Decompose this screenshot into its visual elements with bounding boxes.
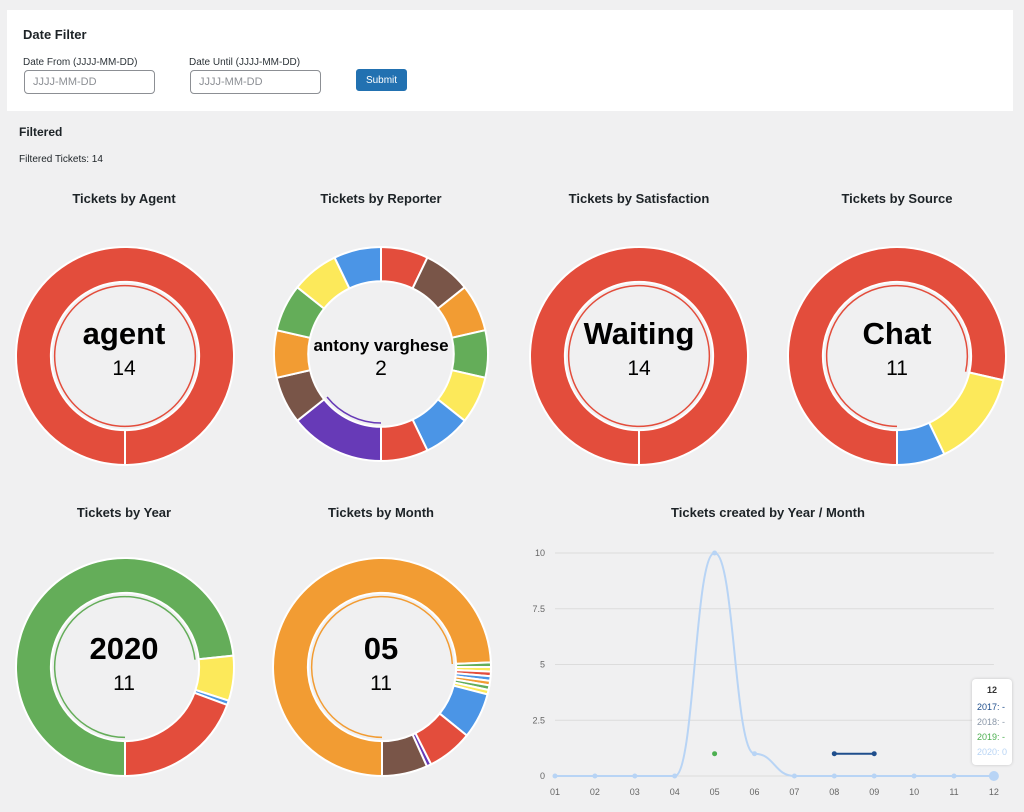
donut-slice-11[interactable] — [381, 733, 429, 778]
donut-slice-2[interactable] — [896, 421, 946, 467]
donut-slice-0[interactable] — [787, 246, 1007, 467]
tooltip-row-2017: 2017: - — [977, 702, 1006, 712]
year-center-label: 2020 — [89, 631, 159, 666]
x-tick-label: 11 — [949, 787, 958, 797]
source-center-count: 11 — [886, 357, 908, 380]
data-point-2020[interactable] — [951, 773, 957, 779]
donut-hover-ring — [825, 284, 969, 428]
data-point-2020[interactable] — [988, 771, 999, 781]
agent-center-label: agent — [82, 316, 166, 351]
donut-hover-ring — [53, 284, 197, 428]
donut-hover-ring — [310, 595, 454, 739]
filtered-tickets-count: Filtered Tickets: 14 — [19, 154, 103, 165]
chart-title-reporter: Tickets by Reporter — [320, 191, 442, 206]
source-donut-chart[interactable] — [787, 246, 1007, 467]
donut-hover-ring — [567, 284, 711, 428]
x-tick-label: 07 — [789, 787, 799, 797]
data-point-2020[interactable] — [831, 773, 837, 779]
data-point-2017[interactable] — [871, 751, 877, 757]
tooltip-row-2019: 2019: - — [977, 732, 1006, 742]
x-tick-label: 04 — [670, 787, 680, 797]
data-point-2020[interactable] — [592, 773, 598, 779]
chart-title-year: Tickets by Year — [76, 505, 172, 520]
chart-title-year-month: Tickets created by Year / Month — [671, 505, 865, 520]
y-tick-label: 0 — [540, 771, 545, 781]
x-tick-label: 03 — [630, 787, 640, 797]
data-point-2020[interactable] — [552, 773, 558, 779]
month-center-label: 05 — [363, 631, 399, 666]
tooltip-row-2020: 2020: 0 — [977, 747, 1008, 757]
year-donut-chart[interactable] — [15, 557, 235, 778]
date-filter-panel: Date Filter Date From (JJJJ-MM-DD) Date … — [7, 10, 1013, 111]
chart-title-agent: Tickets by Agent — [72, 191, 176, 206]
satisfaction-donut-chart[interactable] — [529, 246, 749, 467]
filtered-heading: Filtered — [19, 125, 63, 139]
year-month-line-chart[interactable]: 0 2.5 5 7.5 10 01 02 03 04 05 06 07 08 09 10 11 12 — [520, 535, 1010, 805]
data-point-2020[interactable] — [672, 773, 678, 779]
donut-slice-0[interactable] — [15, 246, 235, 467]
x-tick-label: 08 — [829, 787, 839, 797]
x-tick-label: 09 — [869, 787, 879, 797]
donut-slice-0[interactable] — [272, 557, 492, 778]
x-tick-label: 02 — [590, 787, 600, 797]
date-from-label: Date From (JJJJ-MM-DD) — [23, 57, 138, 68]
donut-slice-3[interactable] — [124, 691, 229, 778]
month-donut-chart[interactable] — [272, 557, 493, 778]
date-until-input[interactable] — [190, 70, 321, 94]
data-point-2020[interactable] — [911, 773, 917, 779]
y-tick-label: 5 — [540, 660, 545, 670]
donut-slice-0[interactable] — [15, 557, 235, 778]
x-tick-label: 06 — [749, 787, 759, 797]
tooltip-row-2018: 2018: - — [977, 717, 1006, 727]
satisfaction-center-label: Waiting — [583, 316, 695, 351]
reporter-donut-chart[interactable] — [273, 245, 489, 463]
donut-hover-ring — [53, 595, 196, 739]
x-tick-label: 12 — [989, 787, 999, 797]
submit-button[interactable]: Submit — [356, 69, 407, 91]
data-point-2020[interactable] — [632, 773, 638, 779]
data-point-2020[interactable] — [712, 550, 718, 556]
chart-title-satisfaction: Tickets by Satisfaction — [568, 191, 710, 206]
agent-center-count: 14 — [112, 357, 136, 380]
y-tick-label: 10 — [535, 548, 545, 558]
data-point-2020[interactable] — [871, 773, 877, 779]
date-from-input[interactable] — [24, 70, 155, 94]
x-tick-label: 01 — [550, 787, 560, 797]
x-tick-label: 05 — [710, 787, 720, 797]
date-filter-title: Date Filter — [23, 27, 87, 42]
chart-title-month: Tickets by Month — [328, 505, 434, 520]
donut-slice-12[interactable] — [380, 418, 429, 463]
source-center-label: Chat — [862, 316, 932, 351]
reporter-center-label: antony varghese — [313, 336, 449, 355]
donut-slice-1[interactable] — [927, 371, 1005, 456]
data-point-2020[interactable] — [752, 751, 757, 757]
agent-donut-chart[interactable] — [15, 246, 235, 467]
chart-title-source: Tickets by Source — [841, 191, 953, 206]
year-center-count: 11 — [113, 672, 135, 695]
y-tick-label: 7.5 — [532, 604, 545, 614]
chart-tooltip: 12 2017: - 2018: - 2019: - 2020: 0 — [972, 679, 1012, 765]
date-until-label: Date Until (JJJJ-MM-DD) — [189, 57, 301, 68]
y-tick-label: 2.5 — [532, 715, 545, 725]
donut-slice-0[interactable] — [529, 246, 749, 467]
data-point-2017[interactable] — [831, 751, 837, 757]
x-tick-label: 10 — [909, 787, 919, 797]
satisfaction-center-count: 14 — [627, 357, 651, 380]
data-point-2020[interactable] — [791, 773, 797, 779]
reporter-center-count: 2 — [375, 357, 387, 380]
month-center-count: 11 — [370, 672, 392, 695]
data-point-2019[interactable] — [712, 751, 718, 757]
tooltip-title: 12 — [986, 685, 997, 695]
